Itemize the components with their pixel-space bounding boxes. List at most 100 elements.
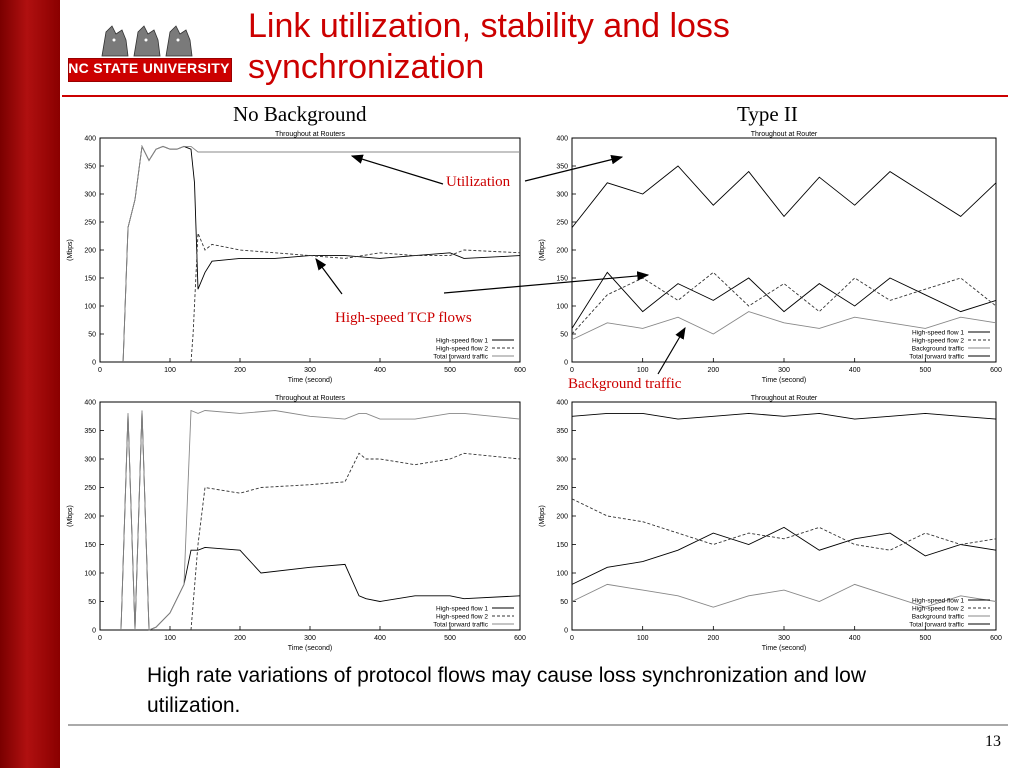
legend-entry: Total forward traffic — [433, 354, 489, 361]
y-tick-label: 250 — [84, 485, 96, 492]
legend-entry: Background traffic — [912, 614, 965, 621]
legend-entry: High-speed flow 1 — [912, 598, 964, 605]
series-line — [571, 271, 997, 329]
y-tick-label: 0 — [564, 628, 568, 635]
x-axis-label: Time (second) — [762, 377, 806, 384]
series-line — [571, 165, 997, 228]
x-tick-label: 400 — [849, 635, 861, 642]
y-tick-label: 100 — [556, 571, 568, 578]
title-rule — [62, 95, 1008, 97]
arrow-highspeed-right — [443, 271, 650, 294]
x-axis-label: Time (second) — [288, 645, 332, 652]
legend-entry: High-speed flow 1 — [912, 330, 964, 337]
legend-entry: Total forward traffic — [433, 622, 489, 629]
column-heading-left: No Background — [233, 102, 367, 126]
chart-no-background-bottom: Throughout at Routers 0 50 100 150 200 250 300 3… — [67, 395, 526, 652]
plot-frame — [99, 401, 521, 631]
y-tick-label: 400 — [556, 400, 568, 407]
y-tick-label: 100 — [84, 571, 96, 578]
y-tick-label: 150 — [556, 276, 568, 283]
series-line — [122, 144, 520, 363]
arrow-utilization-left — [350, 154, 444, 185]
y-axis-label: (Mbps) — [67, 505, 74, 527]
arrow-utilization-right — [524, 154, 624, 182]
y-tick-label: 100 — [556, 304, 568, 311]
y-tick-label: 250 — [84, 220, 96, 227]
slide-title: Link utilization, stability and loss syn… — [248, 7, 730, 86]
chart-title: Throughout at Router — [751, 131, 818, 138]
y-tick-label: 50 — [560, 599, 568, 606]
y-tick-label: 0 — [564, 360, 568, 367]
x-tick-label: 300 — [778, 635, 790, 642]
chart-title: Throughout at Routers — [275, 131, 346, 138]
legend-entry: Total forward traffic — [909, 622, 965, 629]
x-tick-label: 100 — [164, 367, 176, 374]
y-tick-label: 250 — [556, 485, 568, 492]
legend-entry: Background traffic — [912, 346, 965, 353]
x-tick-label: 600 — [514, 367, 526, 374]
y-tick-label: 200 — [84, 514, 96, 521]
wolf-heads-icon — [101, 25, 193, 57]
y-tick-label: 350 — [556, 428, 568, 435]
series-line — [571, 412, 997, 420]
x-tick-label: 100 — [637, 367, 649, 374]
chart-type2-bottom: Throughout at Router 0 50 100 150 200 250 300 35… — [539, 395, 1002, 652]
y-tick-label: 150 — [84, 542, 96, 549]
legend-entry: High-speed flow 2 — [436, 346, 488, 353]
y-tick-label: 0 — [92, 360, 96, 367]
logo-text: NC STATE UNIVERSITY — [68, 60, 230, 76]
y-tick-label: 50 — [560, 332, 568, 339]
x-tick-label: 200 — [234, 635, 246, 642]
chart-title: Throughout at Router — [751, 395, 818, 402]
x-tick-label: 500 — [919, 367, 931, 374]
y-tick-label: 350 — [84, 164, 96, 171]
x-tick-label: 200 — [707, 367, 719, 374]
y-tick-label: 300 — [84, 192, 96, 199]
x-tick-label: 600 — [514, 635, 526, 642]
x-tick-label: 0 — [570, 635, 574, 642]
x-axis-label: Time (second) — [762, 645, 806, 652]
plot-frame — [99, 137, 521, 363]
y-tick-label: 400 — [84, 136, 96, 143]
series-line — [571, 583, 997, 608]
annotation-background-traffic: Background traffic — [568, 376, 682, 392]
x-tick-label: 100 — [637, 635, 649, 642]
y-tick-label: 300 — [84, 457, 96, 464]
slide-caption: High rate variations of protocol flows m… — [147, 664, 867, 717]
chart-title: Throughout at Routers — [275, 395, 346, 402]
y-axis-label: (Mbps) — [539, 505, 546, 527]
y-tick-label: 300 — [556, 457, 568, 464]
x-tick-label: 500 — [919, 635, 931, 642]
y-tick-label: 0 — [92, 628, 96, 635]
left-stripe — [0, 0, 60, 768]
x-tick-label: 500 — [444, 635, 456, 642]
y-tick-label: 200 — [556, 248, 568, 255]
y-tick-label: 50 — [88, 332, 96, 339]
x-tick-label: 300 — [304, 367, 316, 374]
legend-entry: High-speed flow 1 — [436, 606, 488, 613]
y-tick-label: 400 — [556, 136, 568, 143]
legend-entry: High-speed flow 2 — [912, 338, 964, 345]
x-tick-label: 600 — [990, 367, 1002, 374]
series-line — [571, 526, 997, 585]
chart-no-background-top: Throughout at Routers 0 50 100 150 200 250 300 3… — [67, 131, 526, 384]
y-tick-label: 100 — [84, 304, 96, 311]
arrow-background — [657, 326, 686, 375]
y-tick-label: 300 — [556, 192, 568, 199]
university-logo: NC STATE UNIVERSITY — [68, 22, 232, 82]
x-tick-label: 200 — [234, 367, 246, 374]
series-line — [571, 498, 997, 551]
x-tick-label: 600 — [990, 635, 1002, 642]
series-line — [190, 233, 521, 363]
x-tick-label: 100 — [164, 635, 176, 642]
x-tick-label: 200 — [707, 635, 719, 642]
series-line — [571, 311, 997, 341]
legend-entry: High-speed flow 2 — [912, 606, 964, 613]
x-tick-label: 0 — [98, 635, 102, 642]
x-tick-label: 300 — [304, 635, 316, 642]
y-tick-label: 200 — [556, 514, 568, 521]
series-line — [120, 409, 521, 631]
page-number: 13 — [985, 733, 1001, 750]
y-axis-label: (Mbps) — [67, 239, 74, 261]
